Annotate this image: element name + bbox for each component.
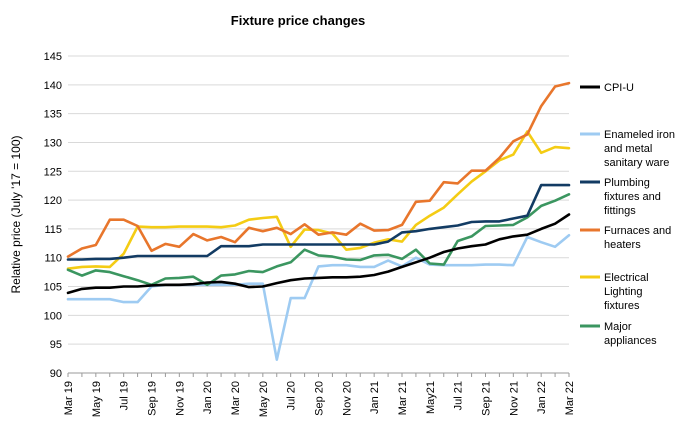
x-tick-label: May 20 <box>258 381 270 417</box>
legend-label-5: Major appliances <box>604 321 657 347</box>
legend: CPI-U Enameled iron and metal sanitary ware… <box>580 82 675 347</box>
x-tick-label: Nov 20 <box>341 381 353 416</box>
y-tick-label: 140 <box>44 80 62 92</box>
x-tick-label: Sep 20 <box>314 381 326 416</box>
y-tick-label: 95 <box>50 339 62 351</box>
series-lines <box>66 81 571 362</box>
x-tick-label: Jan 20 <box>202 381 214 414</box>
y-tick-label: 105 <box>44 282 62 294</box>
x-tick-label: Mar 19 <box>63 381 75 415</box>
legend-label-3: Furnaces and heaters <box>604 225 671 251</box>
x-tick-label: Mar 21 <box>397 381 409 415</box>
y-tick-label: 110 <box>44 253 62 265</box>
y-tick-label: 100 <box>44 310 62 322</box>
legend-label-4: Electrical Lighting fixtures <box>604 272 649 312</box>
x-tick-label: Nov 21 <box>508 381 520 416</box>
y-axis-label: Relative price (July '17 = 100) <box>9 135 23 293</box>
y-tick-label: 120 <box>44 195 62 207</box>
series-line-3 <box>66 81 571 258</box>
series-line-1 <box>66 233 571 362</box>
series-line-0 <box>66 213 571 295</box>
y-tick-label: 125 <box>44 166 62 178</box>
x-tick-label: Sep 21 <box>481 381 493 416</box>
y-tick-label: 145 <box>44 51 62 63</box>
chart-title: Fixture price changes <box>231 13 365 28</box>
legend-label-0: CPI-U <box>604 82 634 94</box>
x-tick-label: Mar 20 <box>230 381 242 415</box>
x-tick-label: Sep 19 <box>147 381 159 416</box>
x-tick-label: Jul 21 <box>453 381 465 410</box>
y-tick-label: 115 <box>44 224 62 236</box>
x-tick-label: Jul 20 <box>286 381 298 410</box>
series-line-2 <box>66 183 571 261</box>
legend-label-1: Enameled iron and metal sanitary ware <box>604 129 675 169</box>
y-axis-ticks: 90 95 100 105 110 115 120 125 130 135 140 145 <box>44 51 62 380</box>
series-line-5 <box>66 193 571 287</box>
x-tick-label: May21 <box>425 381 437 414</box>
x-tick-label: Jul 19 <box>119 381 131 410</box>
y-tick-label: 90 <box>50 368 62 380</box>
x-tick-label: Mar 22 <box>564 381 576 415</box>
y-tick-label: 135 <box>44 109 62 121</box>
grid-lines <box>68 55 569 345</box>
x-tick-label: Nov 19 <box>174 381 186 416</box>
x-tick-label: Jan 21 <box>369 381 381 414</box>
x-tick-label: May 19 <box>91 381 103 417</box>
x-axis: Mar 19 May 19 Jul 19 Sep 19 Nov 19 Jan 20 Mar … <box>63 372 576 417</box>
legend-label-2: Plumbing fixtures and fittings <box>604 177 661 217</box>
x-tick-label: Jan 22 <box>536 381 548 414</box>
y-tick-label: 130 <box>44 137 62 149</box>
